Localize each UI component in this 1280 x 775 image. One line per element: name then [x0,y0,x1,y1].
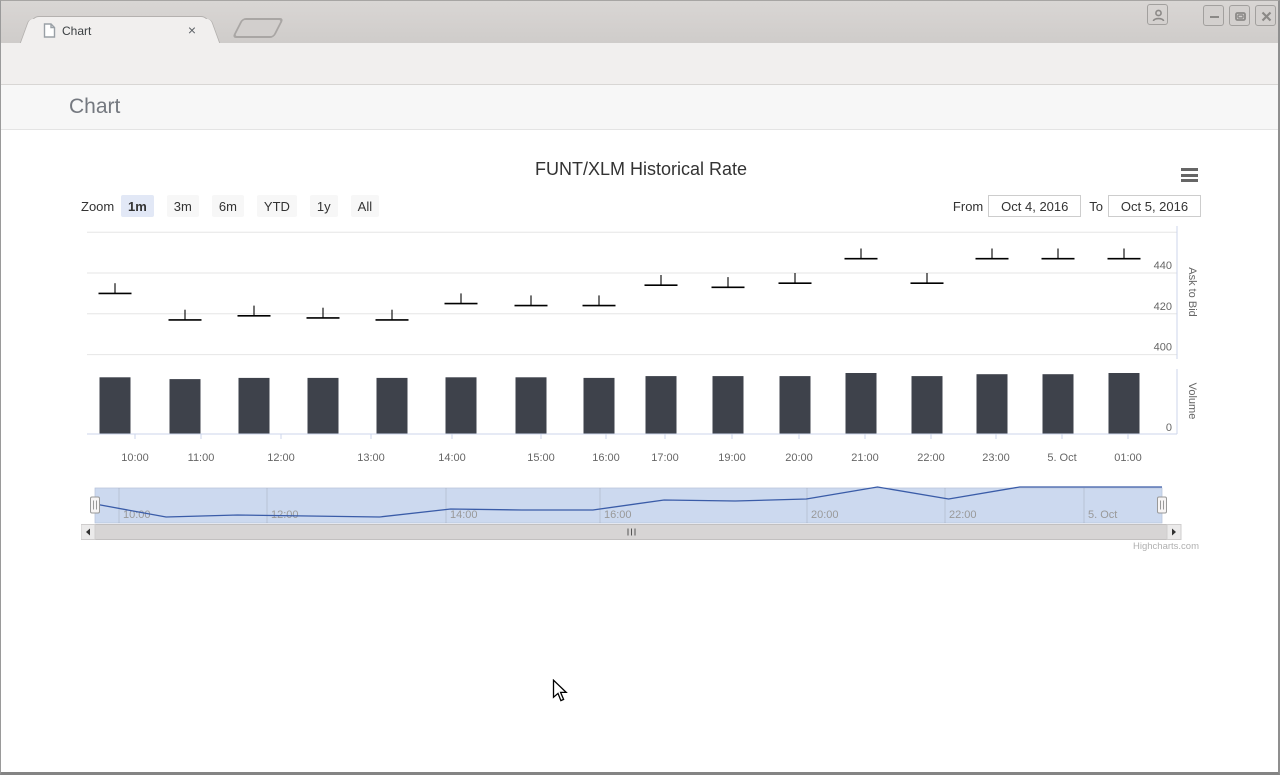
titlebar: Chart × [1,1,1278,43]
minimize-icon [1210,16,1219,18]
x-axis-label: 20:00 [785,452,813,464]
navigator: 10:00 12:00 14:00 16:00 20:00 22:00 5. Oct [90,486,1167,524]
volume-bar [712,376,744,434]
zoom-button-3m[interactable]: 3m [166,195,199,217]
x-axis-label: 5. Oct [1047,452,1076,464]
zoom-button-ytd[interactable]: YTD [256,195,297,217]
volume-bar [583,377,615,434]
from-date-input[interactable]: Oct 4, 2016 [988,195,1082,217]
page-title: Chart [69,95,121,118]
volume-axis-title: Volume [1186,383,1198,420]
volume-bar [645,376,677,434]
navigator-line [94,486,1162,518]
price-tick-label: 440 [1154,260,1172,272]
x-axis-label: 23:00 [982,452,1010,464]
x-axis-label: 14:00 [438,452,466,464]
browser-tab[interactable]: Chart × [31,16,209,43]
price-tick-label: 420 [1154,301,1172,313]
scrollbar-left-arrow-icon [86,528,90,536]
volume-bar [376,377,408,434]
volume-bar [845,373,877,434]
close-window-button[interactable] [1255,5,1276,26]
from-label: From [952,199,984,214]
volume-bar [976,374,1008,434]
price-tick-label: 400 [1154,342,1172,354]
x-axis-label: 22:00 [917,452,945,464]
zoom-label: Zoom [81,199,115,214]
navigator-mask[interactable] [94,487,1163,524]
navigator-label: 12:00 [271,509,299,521]
x-axis-label: 19:00 [718,452,746,464]
page-header: Chart [1,85,1278,130]
price-axis-labels: 440 420 400 [1154,260,1172,354]
x-axis-label: 01:00 [1114,452,1142,464]
x-axis-label: 10:00 [121,452,149,464]
maximize-icon [1235,12,1246,21]
new-tab-button[interactable] [231,18,285,38]
page-favicon-icon [43,23,56,38]
navigator-label: 22:00 [949,509,977,521]
handle-grip[interactable] [90,496,100,514]
price-gridlines [87,231,1177,356]
chart-scrollbar[interactable] [81,524,1182,540]
volume-bar [169,379,201,434]
volume-bar [1042,374,1074,434]
price-axis-title: Ask to Bid [1186,267,1198,317]
x-axis-labels: 10:00 11:00 12:00 13:00 14:00 15:00 16:00 17:00… [121,434,1142,464]
chart-title: FUNT/XLM Historical Rate [534,159,748,179]
volume-bar [238,377,270,434]
scrollbar-right-arrow-icon [1172,528,1176,536]
navigator-label: 5. Oct [1088,509,1117,521]
zoom-button-all[interactable]: All [350,195,380,217]
profile-button[interactable] [1147,4,1168,25]
minimize-button[interactable] [1203,5,1224,26]
maximize-button[interactable] [1229,5,1250,26]
volume-bar [307,377,339,434]
x-axis-label: 11:00 [188,452,215,464]
x-axis-label: 13:00 [357,452,385,464]
navigator-label: 20:00 [811,509,839,521]
volume-bar [445,377,477,434]
navigator-right-handle[interactable] [1157,496,1167,514]
navigator-left-handle[interactable] [90,496,100,514]
date-range: From Oct 4, 2016 To Oct 5, 2016 [953,195,1201,217]
zoom-buttons: 1m 3m 6m YTD 1y All [121,195,392,217]
navigator-label: 10:00 [123,509,151,521]
zoom-button-1m[interactable]: 1m [121,195,154,217]
volume-tick-label: 0 [1166,422,1172,434]
tab-close-icon[interactable]: × [187,22,197,38]
volume-bar [515,377,547,434]
x-axis-label: 12:00 [267,452,295,464]
close-icon [1261,11,1272,22]
profile-icon [1152,9,1165,22]
volume-bar [911,376,943,434]
browser-toolbar: www.funtracker.site/chart/chart.html?jso… [1,43,1278,119]
navigator-label: 16:00 [604,509,632,521]
tab-title: Chart [62,24,92,38]
navigator-label: 14:00 [450,509,478,521]
volume-bar [1108,373,1140,434]
zoom-button-1y[interactable]: 1y [309,195,338,217]
volume-bar [99,377,131,434]
x-axis-label: 17:00 [651,452,679,464]
x-axis-label: 16:00 [592,452,620,464]
x-axis-label: 21:00 [851,452,879,464]
mouse-cursor [552,679,568,702]
x-axis-label: 15:00 [527,452,555,464]
volume-bar [779,376,811,434]
volume-series [99,373,1140,434]
to-label: To [1089,199,1103,214]
range-selector: Zoom 1m 3m 6m YTD 1y All From Oct 4, 2016 To Oct… [81,195,1201,219]
highcharts-credits: Highcharts.com [1133,541,1199,552]
hamburger-icon[interactable] [1181,168,1198,182]
zoom-button-6m[interactable]: 6m [211,195,244,217]
stock-chart: 440 420 400 Ask to Bid Volume 0 10:00 11:00 12:0… [81,226,1199,552]
ohlc-series [98,248,1141,321]
handle-grip[interactable] [1157,496,1167,514]
to-date-input[interactable]: Oct 5, 2016 [1108,195,1201,217]
